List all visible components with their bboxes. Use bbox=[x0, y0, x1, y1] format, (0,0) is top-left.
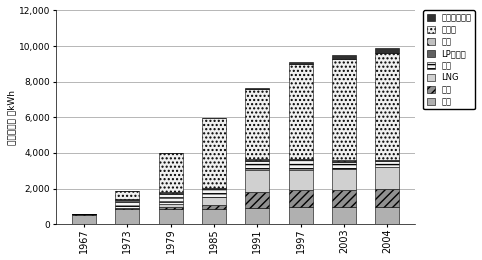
Bar bbox=[159, 207, 183, 209]
Bar bbox=[245, 160, 269, 161]
Bar bbox=[116, 208, 139, 209]
Bar bbox=[375, 48, 399, 53]
Bar bbox=[159, 194, 183, 204]
Bar bbox=[202, 188, 226, 189]
Legend: 新エネルギー, 原子力, 地熱, LPガス他, 石油, LNG, 石炭, 水力: 新エネルギー, 原子力, 地熱, LPガス他, 石油, LNG, 石炭, 水力 bbox=[423, 10, 475, 109]
Bar bbox=[375, 167, 399, 188]
Bar bbox=[116, 200, 139, 208]
Bar bbox=[245, 89, 269, 159]
Bar bbox=[245, 161, 269, 171]
Bar bbox=[245, 171, 269, 192]
Bar bbox=[116, 191, 139, 199]
Bar bbox=[159, 153, 183, 192]
Bar bbox=[245, 208, 269, 224]
Bar bbox=[159, 192, 183, 193]
Bar bbox=[289, 64, 312, 159]
Bar bbox=[159, 193, 183, 194]
Bar bbox=[159, 209, 183, 224]
Bar bbox=[332, 162, 356, 169]
Bar bbox=[72, 215, 96, 224]
Bar bbox=[202, 209, 226, 224]
Bar bbox=[289, 160, 312, 170]
Bar bbox=[245, 88, 269, 89]
Bar bbox=[375, 188, 399, 207]
Bar bbox=[289, 62, 312, 64]
Bar bbox=[375, 160, 399, 161]
Bar bbox=[375, 53, 399, 160]
Bar bbox=[332, 169, 356, 190]
Y-axis label: 発電電力量 億kWh: 発電電力量 億kWh bbox=[7, 90, 16, 145]
Bar bbox=[159, 204, 183, 207]
Bar bbox=[116, 199, 139, 200]
Bar bbox=[289, 190, 312, 207]
Bar bbox=[375, 161, 399, 167]
Bar bbox=[202, 197, 226, 205]
Bar bbox=[245, 159, 269, 160]
Bar bbox=[332, 55, 356, 59]
Bar bbox=[289, 159, 312, 160]
Bar bbox=[245, 192, 269, 208]
Bar bbox=[202, 205, 226, 209]
Bar bbox=[289, 207, 312, 224]
Bar bbox=[116, 209, 139, 224]
Bar bbox=[332, 59, 356, 160]
Bar bbox=[332, 207, 356, 224]
Bar bbox=[375, 207, 399, 224]
Bar bbox=[202, 189, 226, 197]
Bar bbox=[332, 190, 356, 207]
Bar bbox=[332, 161, 356, 162]
Bar bbox=[332, 160, 356, 161]
Bar bbox=[289, 170, 312, 190]
Bar bbox=[202, 118, 226, 188]
